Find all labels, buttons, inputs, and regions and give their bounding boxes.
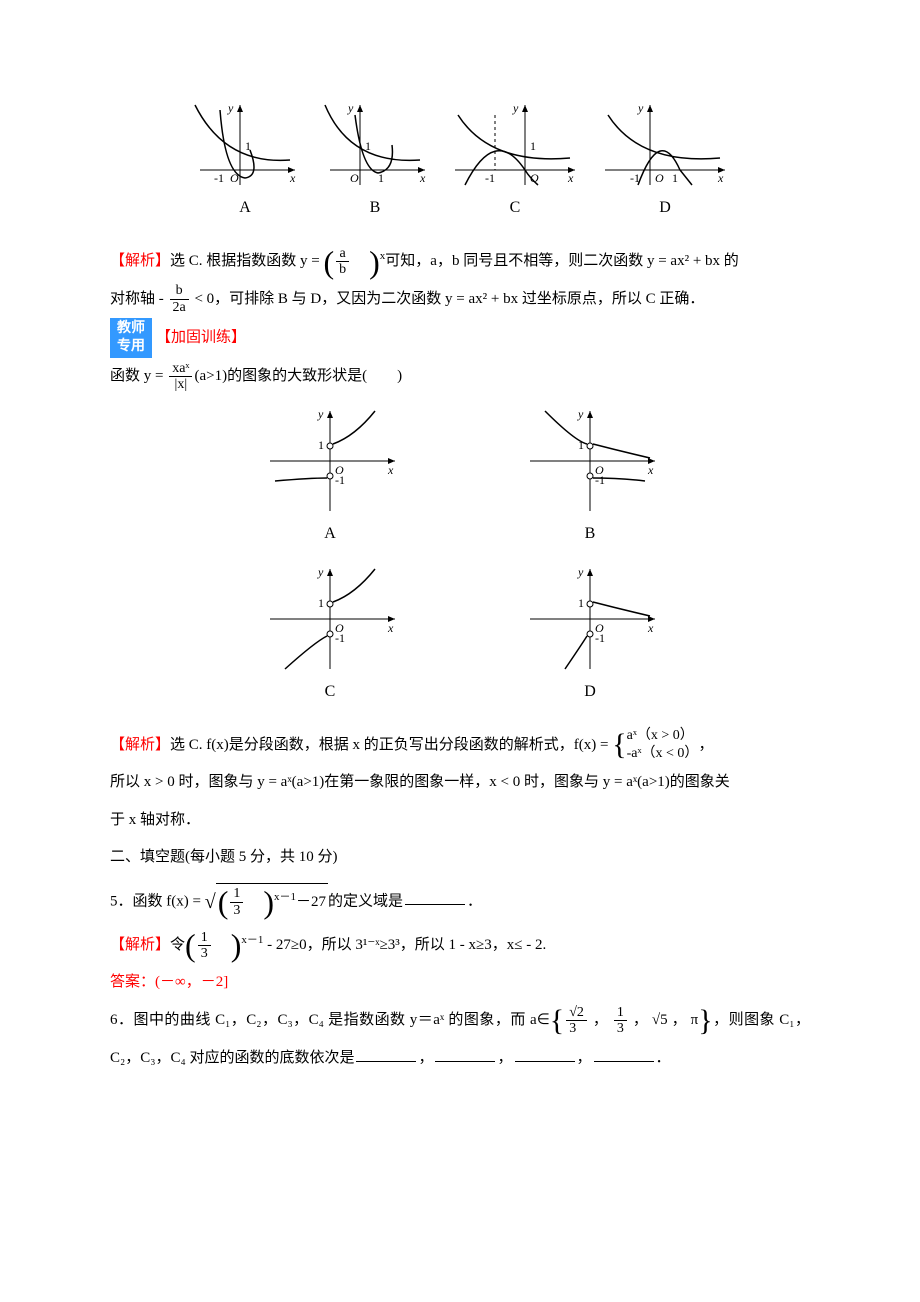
training-question: 函数 y = xaˣ|x|(a>1)的图象的大致形状是( ): [110, 358, 810, 396]
svg-text:O: O: [655, 171, 664, 185]
svg-text:-1: -1: [595, 473, 605, 487]
answer5-label: 答案：: [110, 974, 155, 990]
svg-text:O: O: [230, 171, 239, 185]
frac-xax-absx: xaˣ|x|: [169, 361, 192, 393]
analysis-2-line3: 于 x 轴对称．: [110, 802, 810, 840]
svg-text:y: y: [317, 565, 324, 579]
graph2-label-c: C: [325, 672, 336, 712]
svg-text:-1: -1: [485, 171, 495, 185]
graph2-label-a: A: [324, 514, 336, 554]
graph-label-d: D: [659, 188, 671, 228]
graph2-label-d: D: [584, 672, 596, 712]
section-2-header: 二、填空题(每小题 5 分，共 10 分): [110, 839, 810, 877]
graph-c: x y O 1 -1 C: [450, 100, 580, 228]
analysis5-prefix: 【解析】: [110, 937, 170, 953]
graph2-svg-a: x y O 1 -1: [260, 406, 400, 516]
svg-text:x: x: [289, 171, 296, 185]
graph-svg-d: x y O -1 1: [600, 100, 730, 190]
graph-svg-a: x y O 1 -1: [190, 100, 300, 190]
svg-text:-1: -1: [595, 631, 605, 645]
svg-text:y: y: [637, 101, 644, 115]
svg-text:-1: -1: [335, 631, 345, 645]
frac-b-2a: b2a: [170, 283, 189, 315]
question-5: 5．函数 f(x) = √(13)x－1－27的定义域是．: [110, 877, 810, 927]
graph2-svg-c: x y O 1 -1: [260, 564, 400, 674]
svg-text:1: 1: [530, 139, 536, 153]
graph2-c: x y O 1 -1 C: [260, 564, 400, 712]
question-6-line2: C₂，C₃，C₄ 对应的函数的底数依次是，，，．: [110, 1040, 810, 1078]
graph2-svg-b: x y O 1 -1: [520, 406, 660, 516]
svg-text:x: x: [567, 171, 574, 185]
graph-label-c: C: [510, 188, 521, 228]
analysis-1-line2: 对称轴 - b2a < 0，可排除 B 与 D，又因为二次函数 y = ax² …: [110, 281, 810, 319]
graph-svg-c: x y O 1 -1: [450, 100, 580, 190]
graph2-d: x y O 1 -1 D: [520, 564, 660, 712]
svg-text:y: y: [347, 101, 354, 115]
svg-text:1: 1: [578, 596, 584, 610]
analysis-1-line1: 【解析】选 C. 根据指数函数 y = (ab)x可知，a，b 同号且不相等，则…: [110, 243, 810, 281]
svg-text:y: y: [577, 565, 584, 579]
figure-grid-2: x y O 1 -1 A x y O 1 -1: [110, 406, 810, 712]
question-6-line1: 6．图中的曲线 C₁，C₂，C₃，C₄ 是指数函数 y＝aˣ 的图象，而 a∈{…: [110, 1002, 810, 1040]
graph-label-b: B: [370, 188, 381, 228]
set-q6: {√23，13，√5，π}: [550, 1002, 713, 1040]
svg-text:y: y: [317, 407, 324, 421]
svg-text:y: y: [512, 101, 519, 115]
graph2-b: x y O 1 -1 B: [520, 406, 660, 554]
analysis2-prefix: 【解析】: [110, 737, 170, 753]
blank-q6-2: [435, 1047, 495, 1062]
sqrt-expr-q5: √(13)x－1－27: [205, 877, 328, 927]
graph-svg-b: x y O 1 1: [320, 100, 430, 190]
svg-text:x: x: [387, 621, 394, 635]
graph2-label-b: B: [585, 514, 596, 554]
graph-d: x y O -1 1 D: [600, 100, 730, 228]
svg-text:x: x: [419, 171, 426, 185]
blank-q6-3: [515, 1047, 575, 1062]
svg-text:1: 1: [318, 596, 324, 610]
svg-text:y: y: [577, 407, 584, 421]
svg-text:x: x: [647, 621, 654, 635]
analysis-prefix: 【解析】: [110, 253, 170, 269]
figure-subrow-2: x y O 1 -1 C x y O 1 -1: [260, 564, 660, 712]
graph-a: x y O 1 -1 A: [190, 100, 300, 228]
answer5-value: (－∞，－2]: [155, 974, 228, 990]
svg-text:1: 1: [672, 171, 678, 185]
blank-q6-4: [594, 1047, 654, 1062]
teacher-badge: 教师专用: [110, 318, 152, 358]
svg-text:x: x: [387, 463, 394, 477]
blank-q6-1: [356, 1047, 416, 1062]
svg-text:-1: -1: [335, 473, 345, 487]
analysis-2-line2: 所以 x > 0 时，图象与 y = aˣ(a>1)在第一象限的图象一样，x <…: [110, 764, 810, 802]
frac-a-over-b: (ab): [323, 246, 379, 278]
figure-subrow-1: x y O 1 -1 A x y O 1 -1: [260, 406, 660, 554]
analysis-5: 【解析】令(13)x－1 - 27≥0，所以 3¹⁻ˣ≥3³，所以 1 - x≥…: [110, 927, 810, 965]
svg-text:x: x: [717, 171, 724, 185]
svg-text:y: y: [227, 101, 234, 115]
answer-5: 答案：(－∞，－2]: [110, 964, 810, 1002]
svg-text:-1: -1: [214, 171, 224, 185]
graph2-svg-d: x y O 1 -1: [520, 564, 660, 674]
graph-b: x y O 1 1 B: [320, 100, 430, 228]
blank-q5: [405, 890, 465, 905]
figure-row-1: x y O 1 -1 A x y O 1 1 B: [110, 100, 810, 228]
piecewise-fx: {aˣ（x > 0）-aˣ（x < 0）: [612, 727, 698, 763]
graph-label-a: A: [239, 188, 251, 228]
frac-1-3: (13): [185, 929, 241, 961]
svg-text:x: x: [647, 463, 654, 477]
teacher-training-line: 教师专用【加固训练】: [110, 318, 810, 358]
svg-text:O: O: [350, 171, 359, 185]
training-label: 【加固训练】: [156, 330, 246, 346]
analysis-2-line1: 【解析】选 C. f(x)是分段函数，根据 x 的正负写出分段函数的解析式，f(…: [110, 727, 810, 765]
graph2-a: x y O 1 -1 A: [260, 406, 400, 554]
svg-text:1: 1: [318, 438, 324, 452]
